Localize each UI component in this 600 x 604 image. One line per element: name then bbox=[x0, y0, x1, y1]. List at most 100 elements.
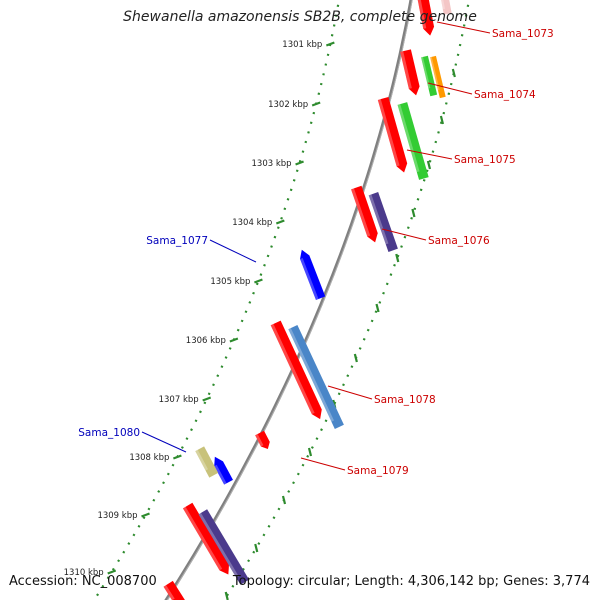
feature-1080-khaki-shine bbox=[195, 449, 209, 471]
cds-sama-1075-body bbox=[377, 96, 408, 173]
scale-minor-tick bbox=[451, 68, 456, 78]
feature-1075-green bbox=[397, 102, 429, 180]
scale-minor-tick bbox=[307, 447, 313, 457]
scale-minor-tick bbox=[426, 160, 432, 170]
scale-tick-label: 1302 kbp bbox=[268, 100, 308, 110]
callout-line bbox=[327, 385, 373, 400]
cds-sama-1079 bbox=[255, 430, 270, 450]
scale-tick-mark bbox=[254, 278, 263, 284]
feature-1076-purple-body bbox=[368, 192, 398, 252]
cds-sama-1081 bbox=[182, 502, 230, 575]
cds-sama-1074-shine bbox=[400, 51, 412, 89]
feature-1074-green-shine bbox=[421, 56, 431, 89]
gene-sama-1077-body bbox=[300, 249, 326, 301]
gene-label: Sama_1078 bbox=[374, 394, 436, 406]
feature-1074-orange-body bbox=[430, 55, 446, 99]
scale-tick-label: 1305 kbp bbox=[210, 277, 250, 287]
scale-tick-label: 1304 kbp bbox=[232, 218, 272, 228]
gene-label: Sama_1073 bbox=[492, 28, 554, 40]
feature-1080-khaki-body bbox=[195, 446, 219, 478]
scale-tick-mark bbox=[295, 160, 304, 166]
scale-minor-tick bbox=[395, 253, 400, 263]
backbone-highlight bbox=[164, 0, 413, 604]
cds-sama-1073 bbox=[416, 0, 435, 36]
cds-sama-1078-body bbox=[270, 320, 322, 420]
scale-minor-tick bbox=[439, 115, 444, 125]
gene-label: Sama_1075 bbox=[454, 154, 516, 166]
gene-label: Sama_1076 bbox=[428, 235, 490, 247]
cds-sama-1079-shine bbox=[255, 434, 264, 447]
backbone-line bbox=[161, 0, 413, 604]
scale-tick-mark bbox=[107, 569, 117, 575]
feature-1075-green-body bbox=[397, 102, 429, 180]
callout-line bbox=[406, 149, 453, 160]
scale-tick-mark bbox=[275, 219, 285, 225]
callout-line bbox=[300, 457, 346, 471]
feature-1074-green-body bbox=[421, 55, 438, 97]
scale-tick-mark bbox=[202, 396, 212, 402]
cds-sama-1079-body bbox=[255, 430, 270, 450]
feature-1081-purple-shine bbox=[198, 512, 239, 578]
map-title: Shewanella amazonensis SB2B, complete ge… bbox=[123, 9, 477, 25]
gene-label: Sama_1074 bbox=[474, 89, 536, 101]
feature-1074-green bbox=[421, 55, 438, 97]
feature-1078-steel bbox=[288, 325, 344, 429]
accession-label: Accession: NC_008700 bbox=[9, 574, 157, 589]
gene-sama-1077-shine bbox=[300, 258, 319, 301]
gene-sama-1077 bbox=[300, 249, 326, 301]
feature-1073-tail bbox=[440, 0, 452, 15]
topology-label: Topology: circular; Length: 4,306,142 bp… bbox=[232, 574, 590, 589]
scale-minor-tick bbox=[353, 353, 358, 363]
scale-tick-label: 1307 kbp bbox=[159, 395, 199, 405]
cds-sama-1073-body bbox=[416, 0, 435, 36]
callout-line bbox=[427, 82, 473, 95]
feature-1080-khaki bbox=[195, 446, 219, 478]
cds-sama-1075-shine bbox=[377, 99, 400, 167]
feature-1078-steel-shine bbox=[288, 328, 334, 422]
cds-sama-1073-shine bbox=[416, 0, 427, 29]
feature-1073-tail-body bbox=[440, 0, 452, 15]
feature-1081-purple bbox=[198, 509, 250, 585]
cds-sama-1081-shine bbox=[182, 506, 223, 571]
cds-sama-1074 bbox=[400, 49, 420, 96]
scale-tick-label: 1303 kbp bbox=[252, 159, 292, 169]
cds-sama-1078 bbox=[270, 320, 322, 420]
scale-tick-label: 1306 kbp bbox=[186, 336, 226, 346]
scale-minor-tick bbox=[254, 543, 259, 553]
feature-1078-steel-body bbox=[288, 325, 344, 429]
scale-minor-tick bbox=[224, 591, 229, 601]
cds-sama-1081-body bbox=[182, 502, 230, 575]
callout-line bbox=[381, 228, 427, 241]
cds-sama-1075 bbox=[377, 96, 408, 173]
callout-line bbox=[209, 239, 257, 263]
scale-tick-mark bbox=[325, 41, 335, 47]
gene-sama-1080-body bbox=[214, 456, 233, 485]
feature-1076-purple-shine bbox=[368, 194, 389, 245]
cds-sama-1076-body bbox=[351, 185, 378, 243]
feature-1073-tail-shine bbox=[440, 0, 446, 10]
feature-1075-green-shine bbox=[397, 104, 420, 173]
scale-tick-mark bbox=[311, 101, 321, 107]
gene-label: Sama_1079 bbox=[347, 465, 409, 477]
scale-tick-mark bbox=[229, 337, 239, 343]
scale-minor-tick bbox=[411, 208, 416, 218]
scale-tick-label: 1301 kbp bbox=[282, 40, 322, 50]
cds-sama-1076-shine bbox=[351, 188, 371, 237]
feature-1076-purple bbox=[368, 192, 398, 252]
scale-tick-label: 1309 kbp bbox=[97, 511, 137, 521]
feature-1081-purple-body bbox=[198, 509, 250, 585]
gene-label: Sama_1080 bbox=[78, 427, 140, 439]
gene-label: Sama_1077 bbox=[146, 235, 208, 247]
scale-track-inner bbox=[90, 0, 341, 604]
callout-line bbox=[141, 431, 187, 453]
scale-minor-tick bbox=[375, 303, 380, 313]
scale-tick-mark bbox=[141, 512, 150, 518]
scale-tick-mark bbox=[172, 454, 182, 460]
callout-line bbox=[436, 21, 491, 34]
cds-sama-1082-shine bbox=[163, 585, 175, 601]
cds-sama-1074-body bbox=[400, 49, 420, 96]
scale-minor-tick bbox=[281, 495, 287, 505]
feature-1074-orange-shine bbox=[430, 56, 440, 91]
